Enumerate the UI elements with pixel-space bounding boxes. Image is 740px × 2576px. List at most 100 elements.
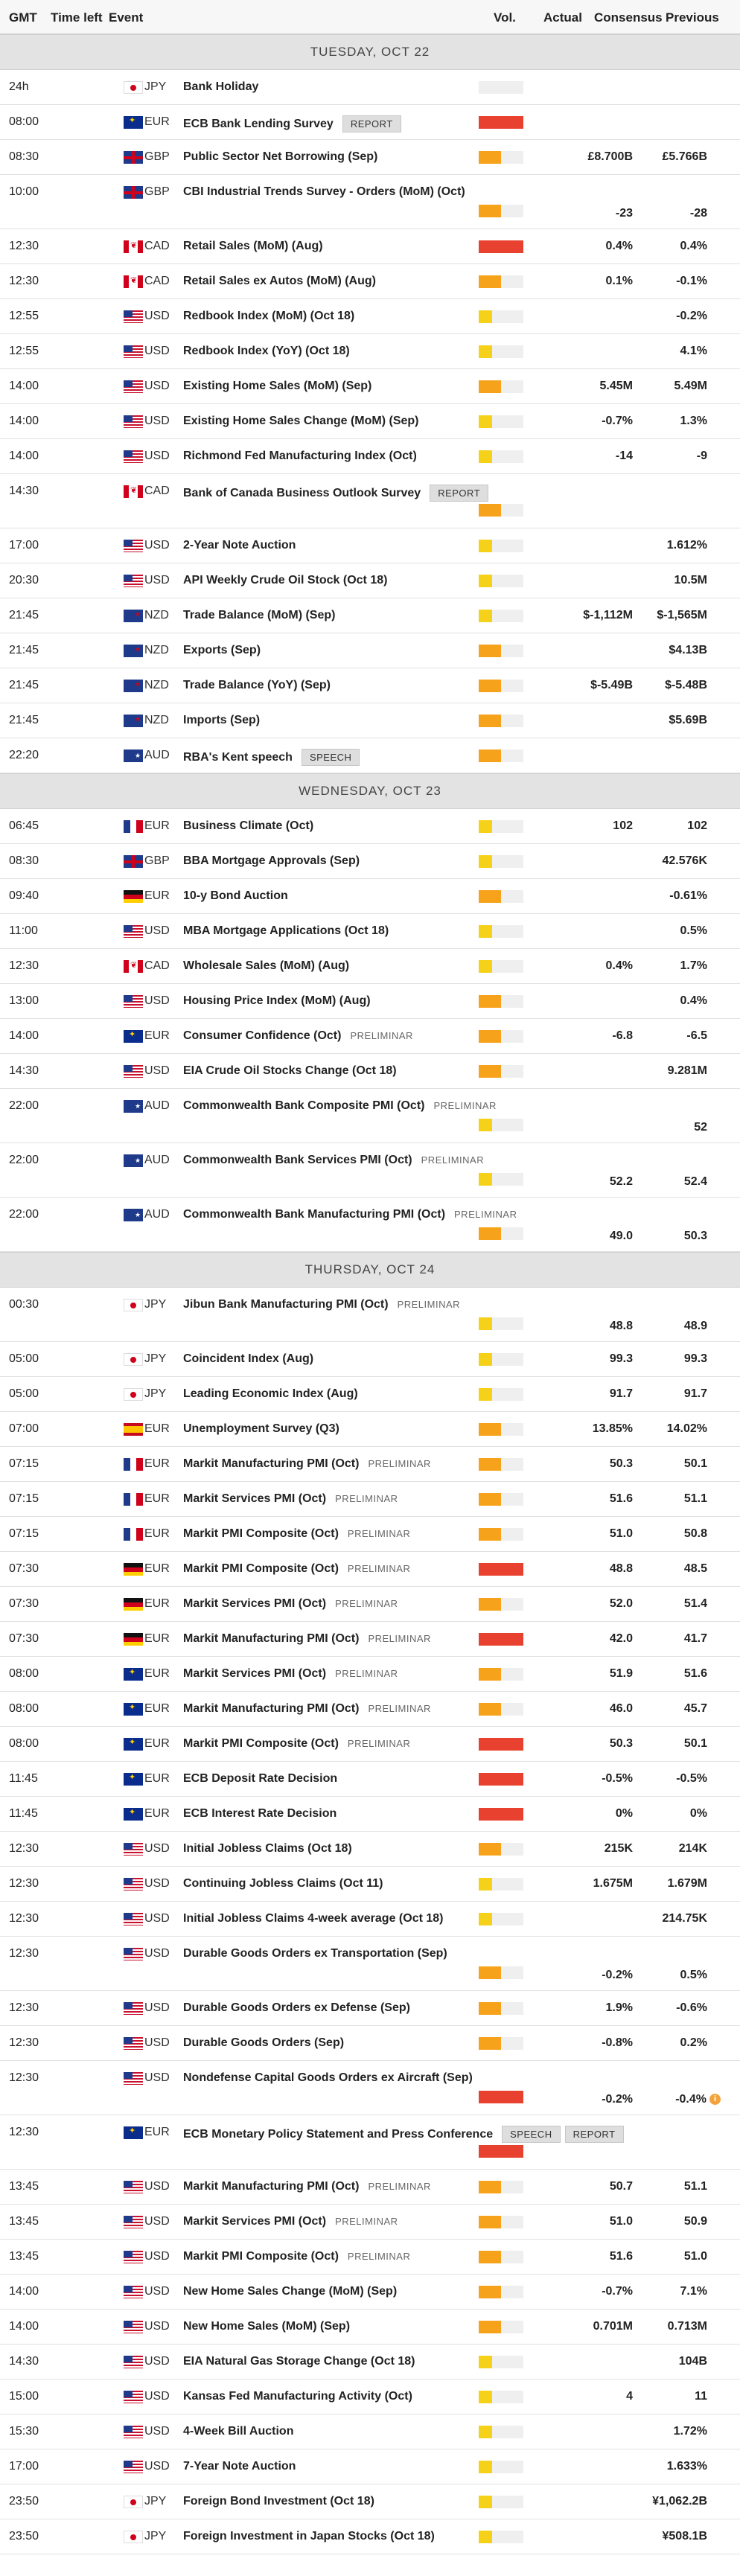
event-name[interactable]: MBA Mortgage Applications (Oct 18) bbox=[183, 924, 389, 938]
event-row[interactable]: 23:50 JPY Foreign Bond Investment (Oct 18)… bbox=[0, 2484, 740, 2519]
event-row[interactable]: 12:55 USD Redbook Index (YoY) (Oct 18) 4.1% bbox=[0, 334, 740, 369]
event-name-text[interactable]: Commonwealth Bank Manufacturing PMI (Oct… bbox=[183, 1208, 446, 1221]
event-row[interactable]: 12:30 CAD Retail Sales (MoM) (Aug) 0.4% 0.4% bbox=[0, 229, 740, 264]
event-row[interactable]: 13:45 USD Markit PMI Composite (Oct) PRELIM… bbox=[0, 2240, 740, 2275]
event-name[interactable]: Redbook Index (YoY) (Oct 18) bbox=[183, 345, 350, 358]
event-row[interactable]: 22:00 AUD Commonwealth Bank Composite PMI … bbox=[0, 1089, 740, 1143]
event-name-text[interactable]: Unemployment Survey (Q3) bbox=[183, 1422, 339, 1435]
event-name-text[interactable]: Foreign Bond Investment (Oct 18) bbox=[183, 2495, 374, 2508]
header-actual[interactable]: Actual bbox=[543, 10, 582, 25]
event-name[interactable]: ECB Monetary Policy Statement and Press … bbox=[183, 2126, 624, 2143]
event-name[interactable]: Business Climate (Oct) bbox=[183, 819, 313, 833]
event-row[interactable]: 14:00 USD Existing Home Sales (MoM) (Sep) 5… bbox=[0, 369, 740, 404]
event-row[interactable]: 07:30 EUR Markit Manufacturing PMI (Oct) PR… bbox=[0, 1622, 740, 1657]
event-name-text[interactable]: Housing Price Index (MoM) (Aug) bbox=[183, 994, 371, 1007]
event-name-text[interactable]: 7-Year Note Auction bbox=[183, 2460, 296, 2473]
event-row[interactable]: 07:15 EUR Markit Services PMI (Oct) PRELIMI… bbox=[0, 1482, 740, 1517]
event-tag-button[interactable]: REPORT bbox=[430, 485, 489, 502]
event-name-text[interactable]: Trade Balance (MoM) (Sep) bbox=[183, 609, 336, 621]
event-row[interactable]: 08:00 EUR ECB Bank Lending Survey REPORT bbox=[0, 105, 740, 140]
event-name[interactable]: Wholesale Sales (MoM) (Aug) bbox=[183, 959, 349, 973]
event-name-text[interactable]: New Home Sales Change (MoM) (Sep) bbox=[183, 2285, 398, 2298]
event-name-text[interactable]: Markit Services PMI (Oct) bbox=[183, 1597, 327, 1610]
event-row[interactable]: 11:45 EUR ECB Deposit Rate Decision -0.5% -0… bbox=[0, 1762, 740, 1797]
event-name-text[interactable]: EIA Crude Oil Stocks Change (Oct 18) bbox=[183, 1064, 397, 1077]
event-name[interactable]: Markit Services PMI (Oct) PRELIMINAR bbox=[183, 1597, 398, 1611]
event-name[interactable]: Commonwealth Bank Composite PMI (Oct) PRE… bbox=[183, 1099, 497, 1113]
event-name-text[interactable]: Trade Balance (YoY) (Sep) bbox=[183, 679, 331, 691]
event-name[interactable]: Markit Manufacturing PMI (Oct) PRELIMINAR bbox=[183, 2180, 431, 2193]
event-name[interactable]: 4-Week Bill Auction bbox=[183, 2425, 293, 2438]
event-name[interactable]: 10-y Bond Auction bbox=[183, 889, 288, 903]
event-name-text[interactable]: CBI Industrial Trends Survey - Orders (M… bbox=[183, 185, 465, 198]
event-name-text[interactable]: Bank of Canada Business Outlook Survey bbox=[183, 487, 421, 499]
event-row[interactable]: 07:30 EUR Markit PMI Composite (Oct) PRELIM… bbox=[0, 1552, 740, 1587]
event-name-text[interactable]: Nondefense Capital Goods Orders ex Aircr… bbox=[183, 2071, 473, 2084]
event-row[interactable]: 12:30 USD Nondefense Capital Goods Orders … bbox=[0, 2061, 740, 2115]
header-consensus[interactable]: Consensus bbox=[594, 10, 663, 25]
event-name-text[interactable]: Coincident Index (Aug) bbox=[183, 1352, 314, 1365]
event-row[interactable]: 20:30 USD API Weekly Crude Oil Stock (Oct … bbox=[0, 563, 740, 598]
event-row[interactable]: 21:45 NZD Trade Balance (MoM) (Sep) $-1,112… bbox=[0, 598, 740, 633]
event-row[interactable]: 12:30 USD Durable Goods Orders ex Defense … bbox=[0, 1991, 740, 2026]
event-row[interactable]: 07:30 EUR Markit Services PMI (Oct) PRELIMI… bbox=[0, 1587, 740, 1622]
event-row[interactable]: 21:45 NZD Trade Balance (YoY) (Sep) $-5.49B… bbox=[0, 668, 740, 703]
event-name[interactable]: Consumer Confidence (Oct) PRELIMINAR bbox=[183, 1029, 413, 1043]
event-row[interactable]: 08:00 EUR Markit Manufacturing PMI (Oct) PR… bbox=[0, 1692, 740, 1727]
event-row[interactable]: 07:15 EUR Markit PMI Composite (Oct) PRELIM… bbox=[0, 1517, 740, 1552]
event-row[interactable]: 17:00 USD 7-Year Note Auction 1.633% bbox=[0, 2449, 740, 2484]
event-row[interactable]: 11:45 EUR ECB Interest Rate Decision 0% 0% bbox=[0, 1797, 740, 1832]
event-name-text[interactable]: Retail Sales ex Autos (MoM) (Aug) bbox=[183, 275, 376, 287]
event-name[interactable]: Markit Services PMI (Oct) PRELIMINAR bbox=[183, 1492, 398, 1506]
event-tag-button[interactable]: REPORT bbox=[342, 115, 401, 132]
event-name-text[interactable]: BBA Mortgage Approvals (Sep) bbox=[183, 854, 360, 867]
event-row[interactable]: 12:30 USD Durable Goods Orders ex Transpor… bbox=[0, 1937, 740, 1991]
event-name[interactable]: Trade Balance (YoY) (Sep) bbox=[183, 679, 331, 692]
event-row[interactable]: 17:00 USD 2-Year Note Auction 1.612% bbox=[0, 528, 740, 563]
event-name[interactable]: Foreign Investment in Japan Stocks (Oct … bbox=[183, 2530, 435, 2543]
event-name[interactable]: New Home Sales (MoM) (Sep) bbox=[183, 2320, 350, 2333]
event-name-text[interactable]: 4-Week Bill Auction bbox=[183, 2425, 294, 2438]
event-name[interactable]: Initial Jobless Claims 4-week average (O… bbox=[183, 1912, 444, 1925]
event-tag-button[interactable]: REPORT bbox=[564, 2126, 624, 2143]
event-name-text[interactable]: Markit PMI Composite (Oct) bbox=[183, 1562, 339, 1575]
event-row[interactable]: 12:30 USD Continuing Jobless Claims (Oct 1… bbox=[0, 1867, 740, 1902]
header-event[interactable]: Event bbox=[109, 10, 144, 25]
event-row[interactable]: 21:45 NZD Imports (Sep) $5.69B bbox=[0, 703, 740, 738]
event-row[interactable]: 22:00 AUD Commonwealth Bank Services PMI (… bbox=[0, 1143, 740, 1198]
event-name[interactable]: Unemployment Survey (Q3) bbox=[183, 1422, 339, 1436]
event-name[interactable]: Existing Home Sales Change (MoM) (Sep) bbox=[183, 415, 418, 428]
header-volatility[interactable]: Vol. bbox=[494, 10, 516, 25]
header-previous[interactable]: Previous bbox=[666, 10, 719, 25]
event-name-text[interactable]: Imports (Sep) bbox=[183, 714, 261, 726]
event-name-text[interactable]: Markit PMI Composite (Oct) bbox=[183, 1527, 339, 1540]
event-row[interactable]: 00:30 JPY Jibun Bank Manufacturing PMI (Oc… bbox=[0, 1288, 740, 1342]
event-row[interactable]: 12:30 CAD Retail Sales ex Autos (MoM) (Aug… bbox=[0, 264, 740, 299]
event-name[interactable]: Bank Holiday bbox=[183, 80, 258, 94]
event-name-text[interactable]: Jibun Bank Manufacturing PMI (Oct) bbox=[183, 1298, 389, 1311]
event-name[interactable]: Markit Manufacturing PMI (Oct) PRELIMINAR bbox=[183, 1702, 431, 1716]
event-name[interactable]: Housing Price Index (MoM) (Aug) bbox=[183, 994, 371, 1008]
event-row[interactable]: 13:00 USD Housing Price Index (MoM) (Aug) 0… bbox=[0, 984, 740, 1019]
event-name[interactable]: Redbook Index (MoM) (Oct 18) bbox=[183, 310, 354, 323]
event-name-text[interactable]: ECB Deposit Rate Decision bbox=[183, 1772, 338, 1785]
event-name[interactable]: API Weekly Crude Oil Stock (Oct 18) bbox=[183, 574, 387, 587]
event-name-text[interactable]: Redbook Index (MoM) (Oct 18) bbox=[183, 310, 355, 322]
event-name[interactable]: Continuing Jobless Claims (Oct 11) bbox=[183, 1877, 383, 1891]
event-name[interactable]: New Home Sales Change (MoM) (Sep) bbox=[183, 2285, 397, 2298]
event-row[interactable]: 14:00 USD Richmond Fed Manufacturing Index… bbox=[0, 439, 740, 474]
event-name-text[interactable]: Markit Manufacturing PMI (Oct) bbox=[183, 1702, 360, 1715]
event-name-text[interactable]: Markit PMI Composite (Oct) bbox=[183, 2250, 339, 2263]
event-row[interactable]: 08:00 EUR Markit Services PMI (Oct) PRELIMI… bbox=[0, 1657, 740, 1692]
event-row[interactable]: 12:30 CAD Wholesale Sales (MoM) (Aug) 0.4% 1… bbox=[0, 949, 740, 984]
event-name-text[interactable]: Existing Home Sales Change (MoM) (Sep) bbox=[183, 415, 419, 427]
event-name-text[interactable]: Markit Services PMI (Oct) bbox=[183, 1667, 327, 1680]
event-name[interactable]: Durable Goods Orders ex Transportation (… bbox=[183, 1947, 447, 1960]
event-name-text[interactable]: Exports (Sep) bbox=[183, 644, 261, 656]
event-name[interactable]: Markit PMI Composite (Oct) PRELIMINAR bbox=[183, 2250, 410, 2263]
event-name-text[interactable]: ECB Monetary Policy Statement and Press … bbox=[183, 2128, 494, 2141]
event-name[interactable]: Coincident Index (Aug) bbox=[183, 1352, 313, 1366]
event-name-text[interactable]: Commonwealth Bank Services PMI (Oct) bbox=[183, 1154, 412, 1166]
event-name-text[interactable]: API Weekly Crude Oil Stock (Oct 18) bbox=[183, 574, 388, 587]
event-name[interactable]: Commonwealth Bank Services PMI (Oct) PREL… bbox=[183, 1154, 484, 1167]
